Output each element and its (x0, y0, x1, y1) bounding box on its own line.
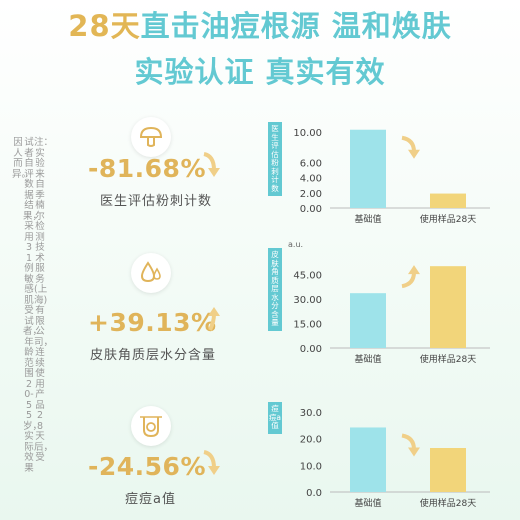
water-drop-icon (131, 253, 171, 293)
y-tick-label: 0.00 (300, 344, 322, 355)
y-tick-label: 0.00 (300, 204, 322, 215)
trend-down-arrow-icon (401, 135, 420, 159)
bar-baseline (350, 427, 386, 492)
headline-claim: 直击油痘根源 温和焕肤 (140, 9, 452, 43)
y-tick-label: 6.00 (300, 158, 322, 169)
y-tick-label: 0.0 (306, 488, 322, 499)
y-tick-label: 2.00 (300, 189, 322, 200)
x-category-label: 基础值 (354, 497, 381, 509)
stat-label: 痘痘a值 (125, 492, 176, 507)
stat-value: +39.13% (88, 308, 217, 337)
chart-title: 痘痘a值 (268, 402, 282, 434)
trend-up-arrow-icon (401, 265, 420, 289)
y-tick-label: 10.0 (300, 461, 322, 472)
x-category-label: 基础值 (354, 213, 381, 225)
trend-down-arrow-icon (401, 433, 420, 457)
chart-hydration: 皮肤角质层水分含量 a.u. 45.00 30.00 15.00 0.00 基础值 使用样品2… (258, 240, 508, 370)
stat-value: -81.68% (88, 154, 207, 183)
stat-value: -24.56% (88, 452, 207, 481)
y-tick-label: 30.0 (300, 408, 322, 419)
bar-day28 (430, 266, 466, 348)
bar-chart-svg: 10.00 6.00 4.00 2.00 0.00 基础值 使用样品28天 (293, 128, 490, 225)
bar-day28 (430, 193, 466, 208)
bar-chart-svg: 45.00 30.00 15.00 0.00 基础值 使用样品28天 (293, 265, 490, 365)
stat-label: 医生评估粉刺计数 (100, 194, 213, 209)
down-arrow-icon (203, 152, 220, 177)
y-tick-label: 15.00 (293, 319, 322, 330)
disclaimer-column: 注：实验来自季楠尔检测技术服务(上海)有限公司，连续使用产品28天后，受 (34, 137, 54, 463)
x-category-label: 使用样品28天 (420, 353, 476, 365)
bar-day28 (430, 448, 466, 492)
chart-title: 医生评估粉刺计数 (268, 122, 282, 196)
y-tick-label: 4.00 (300, 174, 322, 185)
chart-comedone-count: 医生评估粉刺计数 10.00 6.00 4.00 2.00 0.00 基础值 使用样品28天 (258, 122, 508, 230)
chart-title: 皮肤角质层水分含量 (268, 248, 282, 331)
y-tick-label: 30.00 (293, 295, 322, 306)
headline: 28天直击油痘根源 温和焕肤 (0, 6, 520, 46)
x-category-label: 基础值 (354, 353, 381, 365)
chart-acne-a-value: 痘痘a值 30.0 20.0 10.0 0.0 基础值 使用样品28天 (258, 402, 508, 514)
headline-days: 28天 (68, 9, 141, 43)
y-tick-label: 10.00 (293, 128, 322, 139)
y-tick-label: 20.0 (300, 435, 322, 446)
unit-label: a.u. (288, 240, 304, 249)
subheadline: 实验认证 真实有效 (134, 55, 386, 89)
x-category-label: 使用样品28天 (420, 213, 476, 225)
up-arrow-icon (208, 307, 220, 331)
bar-baseline (350, 293, 386, 348)
y-tick-label: 45.00 (293, 270, 322, 281)
bar-baseline (350, 129, 386, 208)
bar-chart-svg: 30.0 20.0 10.0 0.0 基础值 使用样品28天 (300, 408, 490, 509)
mushroom-icon (131, 117, 171, 157)
down-arrow-icon (203, 450, 220, 475)
x-category-label: 使用样品28天 (420, 497, 476, 509)
stat-label: 皮肤角质层水分含量 (90, 348, 217, 363)
disclaimer-column: 因人而异。 (12, 137, 32, 180)
disclaimer-column: 试者自评数据结果，采用31例敏感肌受试者，年龄范围20-55岁，实际效果 (23, 137, 43, 474)
acne-pore-icon (131, 406, 171, 446)
